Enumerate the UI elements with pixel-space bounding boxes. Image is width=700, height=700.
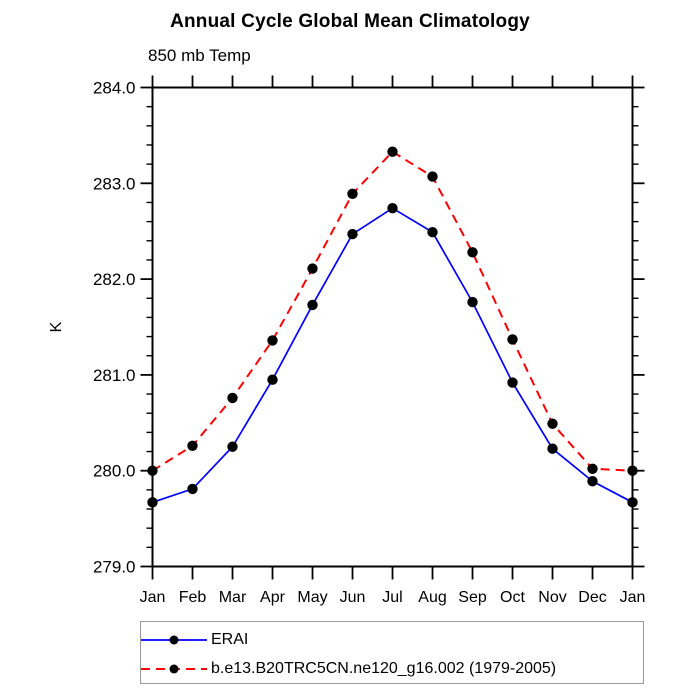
svg-text:Mar: Mar	[219, 589, 247, 606]
series-line-0	[152, 207, 633, 504]
legend-label-model: b.e13.B20TRC5CN.ne120_g16.002 (1979-2005…	[211, 659, 557, 677]
svg-text:May: May	[297, 589, 327, 606]
svg-text:Aug: Aug	[418, 589, 446, 606]
svg-text:283.0: 283.0	[93, 174, 136, 193]
svg-text:Oct: Oct	[500, 589, 525, 606]
svg-text:279.0: 279.0	[93, 558, 136, 577]
svg-text:Jun: Jun	[340, 589, 366, 606]
svg-text:Jan: Jan	[620, 589, 646, 606]
svg-text:Apr: Apr	[260, 589, 286, 606]
svg-text:Feb: Feb	[179, 589, 207, 606]
y-axis-ticks: 279.0 280.0 281.0 282.0 283.0 284.0	[93, 79, 645, 577]
svg-text:282.0: 282.0	[93, 270, 136, 289]
plot-frame	[151, 86, 634, 568]
svg-text:Nov: Nov	[538, 589, 566, 606]
svg-text:281.0: 281.0	[93, 366, 136, 385]
legend: ERAI b.e13.B20TRC5CN.ne120_g16.002 (1979…	[140, 621, 644, 684]
legend-line-swatch-solid-icon	[141, 635, 207, 644]
legend-item-model: b.e13.B20TRC5CN.ne120_g16.002 (1979-2005…	[141, 654, 643, 683]
series-markers-0	[147, 203, 638, 508]
legend-label-erai: ERAI	[211, 630, 249, 648]
svg-text:280.0: 280.0	[93, 462, 136, 481]
chart-subtitle: 850 mb Temp	[148, 46, 251, 65]
legend-line-swatch-dashed-icon	[141, 664, 207, 673]
chart-title: Annual Cycle Global Mean Climatology	[170, 11, 530, 32]
x-axis-ticks: Jan Feb Mar Apr May Jun Jul Aug Sep Oct Nov Dec Jan	[140, 75, 646, 606]
legend-item-erai: ERAI	[141, 625, 643, 654]
svg-text:Jul: Jul	[382, 589, 402, 606]
svg-text:284.0: 284.0	[93, 79, 136, 98]
svg-text:Sep: Sep	[458, 589, 487, 606]
series-line-1	[151, 150, 633, 472]
svg-text:Dec: Dec	[578, 589, 606, 606]
series-markers-1	[147, 146, 638, 476]
svg-text:Jan: Jan	[140, 589, 166, 606]
